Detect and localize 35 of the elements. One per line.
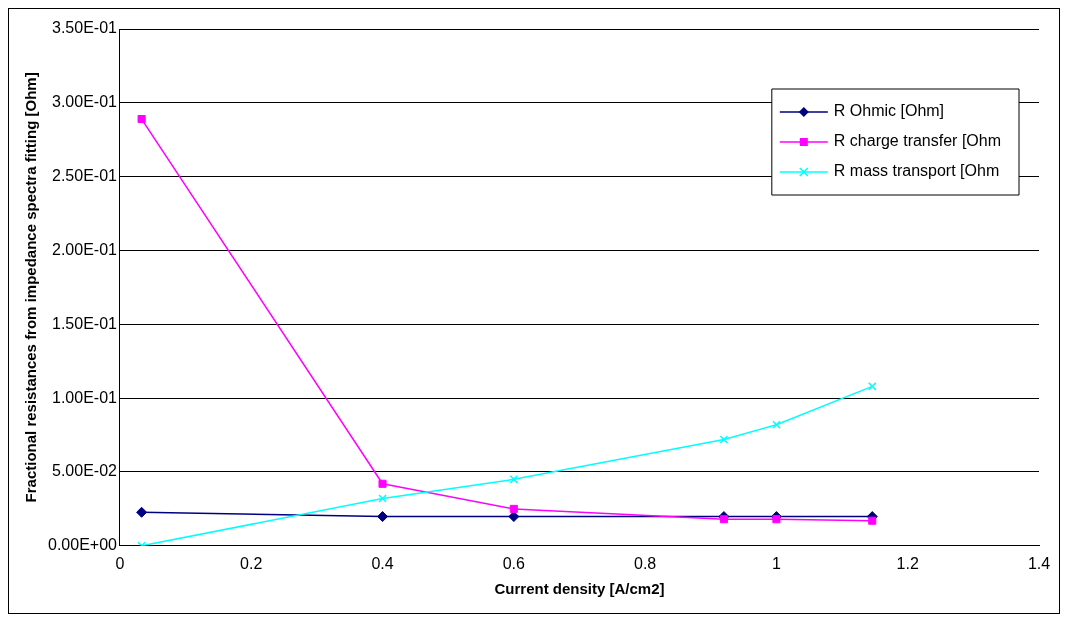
y-tick-label: 3.00E-01	[52, 93, 118, 111]
x-tick-label: 1.4	[1027, 554, 1051, 572]
legend-label: R charge transfer [Ohm	[833, 132, 1001, 150]
point	[868, 516, 877, 525]
point	[772, 515, 781, 524]
point	[136, 506, 148, 518]
x-axis-title: Current density [A/cm2]	[494, 580, 665, 598]
x-tick-label: 0.4	[371, 554, 394, 572]
point	[378, 479, 387, 488]
point	[377, 511, 389, 523]
point	[509, 475, 519, 484]
point	[137, 115, 146, 124]
point	[772, 420, 781, 430]
point	[509, 504, 518, 513]
point	[378, 494, 387, 503]
x-tick-label: 1.2	[896, 554, 919, 572]
x-tick-label: 1	[771, 554, 781, 572]
y-tick-label: 1.00E-01	[52, 388, 118, 406]
y-tick-label: 2.00E-01	[52, 240, 118, 258]
legend-label: R mass transport [Ohm	[833, 162, 1000, 180]
point	[719, 515, 728, 524]
point	[867, 382, 877, 391]
legend-label: R Ohmic [Ohm]	[833, 102, 945, 120]
y-tick-label: 1.50E-01	[52, 314, 118, 332]
x-tick-label: 0.8	[634, 554, 657, 572]
x-tick-label: 0.2	[240, 554, 263, 572]
x-tick-label: 0.6	[502, 554, 526, 572]
y-tick-label: 0.00E+00	[48, 536, 118, 554]
y-axis-title: Fractional resistances from impedance spectra fitting [Ohm]	[22, 72, 40, 503]
y-tick-label: 3.50E-01	[52, 19, 118, 37]
y-tick-label: 2.50E-01	[52, 167, 118, 185]
point	[508, 511, 520, 523]
x-tick-label: 0	[115, 554, 125, 572]
y-tick-label: 5.00E-02	[52, 462, 118, 480]
point	[719, 435, 729, 444]
